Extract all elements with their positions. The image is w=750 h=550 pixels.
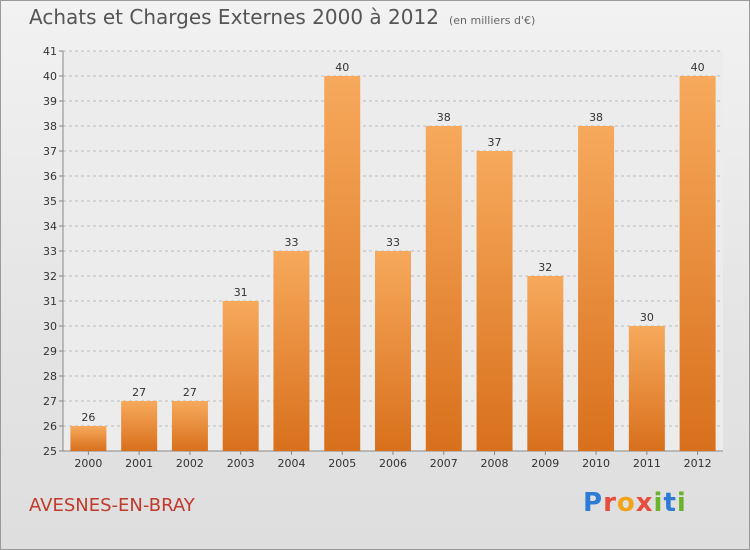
y-tick-label: 32 [43, 270, 57, 283]
data-label-2003: 31 [234, 286, 248, 299]
data-label-2004: 33 [284, 236, 298, 249]
x-tick-label-2011: 2011 [633, 457, 661, 470]
chart-title-text: Achats et Charges Externes 2000 à 2012 [29, 5, 439, 29]
data-label-2001: 27 [132, 386, 146, 399]
y-tick-label: 41 [43, 45, 57, 58]
data-label-2005: 40 [335, 61, 349, 74]
y-tick-label: 37 [43, 145, 57, 158]
data-label-2000: 26 [81, 411, 95, 424]
bar-2005 [324, 76, 361, 451]
x-tick-label-2010: 2010 [582, 457, 610, 470]
data-label-2012: 40 [691, 61, 705, 74]
data-label-2007: 38 [437, 111, 451, 124]
bar-2000 [70, 426, 107, 451]
x-tick-label-2004: 2004 [277, 457, 305, 470]
bar-2008 [476, 151, 513, 451]
place-name: AVESNES-EN-BRAY [29, 495, 195, 516]
x-tick-label-2009: 2009 [531, 457, 559, 470]
y-tick-label: 35 [43, 195, 57, 208]
x-tick-label-2007: 2007 [430, 457, 458, 470]
y-tick-label: 40 [43, 70, 57, 83]
chart-subtitle: (en milliers d'€) [448, 14, 536, 27]
bar-2009 [527, 276, 564, 451]
x-tick-label-2001: 2001 [125, 457, 153, 470]
y-tick-label: 28 [43, 370, 57, 383]
data-label-2002: 27 [183, 386, 197, 399]
y-tick-label: 39 [43, 95, 57, 108]
bar-2003 [222, 301, 259, 451]
bar-2012 [679, 76, 716, 451]
bar-2011 [628, 326, 665, 451]
bar-2001 [121, 401, 158, 451]
proxiti-logo: Proxiti [583, 488, 687, 518]
bar-2010 [578, 126, 615, 451]
data-label-2011: 30 [640, 311, 654, 324]
chart-title: Achats et Charges Externes 2000 à 2012 (e… [29, 5, 535, 29]
x-tick-label-2008: 2008 [481, 457, 509, 470]
y-tick-label: 30 [43, 320, 57, 333]
y-tick-label: 27 [43, 395, 57, 408]
y-tick-label: 38 [43, 120, 57, 133]
x-tick-label-2003: 2003 [227, 457, 255, 470]
data-label-2006: 33 [386, 236, 400, 249]
y-tick-label: 25 [43, 445, 57, 458]
x-tick-label-2006: 2006 [379, 457, 407, 470]
bar-2007 [425, 126, 462, 451]
y-tick-label: 36 [43, 170, 57, 183]
bar-2006 [375, 251, 411, 451]
data-label-2009: 32 [538, 261, 552, 274]
bar-2004 [273, 251, 310, 451]
x-tick-label-2000: 2000 [74, 457, 102, 470]
data-label-2010: 38 [589, 111, 603, 124]
y-tick-label: 34 [43, 220, 57, 233]
x-tick-label-2002: 2002 [176, 457, 204, 470]
x-tick-label-2012: 2012 [684, 457, 712, 470]
y-tick-label: 33 [43, 245, 57, 258]
y-tick-label: 31 [43, 295, 57, 308]
x-tick-label-2005: 2005 [328, 457, 356, 470]
bar-2002 [171, 401, 208, 451]
y-tick-label: 29 [43, 345, 57, 358]
y-tick-label: 26 [43, 420, 57, 433]
data-label-2008: 37 [488, 136, 502, 149]
